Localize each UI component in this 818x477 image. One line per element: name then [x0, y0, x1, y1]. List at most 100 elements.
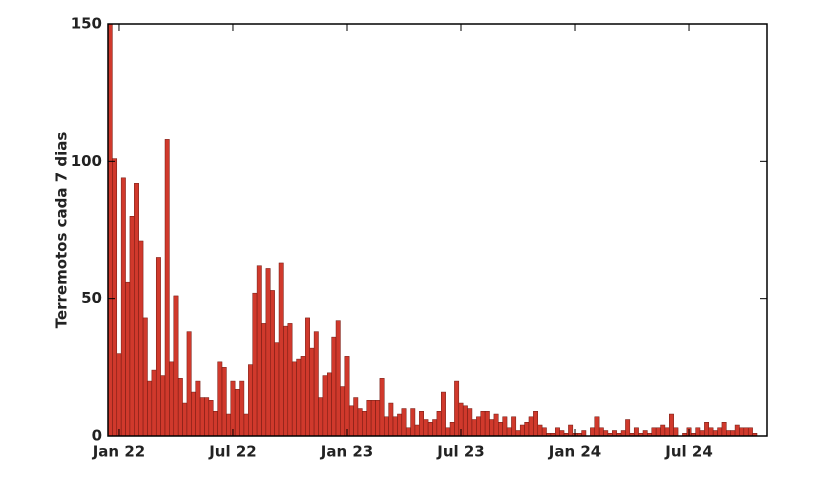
bar [410, 408, 416, 437]
bar [375, 400, 381, 437]
bar [462, 405, 468, 437]
bar [370, 400, 376, 437]
bar [331, 336, 337, 437]
bar [419, 411, 424, 437]
bar [541, 427, 547, 437]
bar [405, 427, 411, 437]
bar [191, 391, 196, 437]
bar [432, 419, 438, 437]
x-tick-label: Jul 22 [208, 443, 257, 461]
bar [261, 323, 267, 437]
bar [467, 408, 473, 437]
bar [699, 430, 705, 437]
bar [234, 389, 240, 437]
bar [322, 375, 328, 437]
bar [441, 391, 446, 437]
y-tick-label: 50 [81, 289, 102, 307]
bar [182, 402, 188, 437]
y-axis-label: Terremotos cada 7 dias [53, 132, 71, 329]
bar [164, 139, 170, 437]
bar [603, 430, 609, 437]
bar [120, 177, 126, 437]
bar [366, 400, 372, 437]
bar [217, 361, 223, 437]
bar [734, 424, 740, 437]
bar [708, 427, 714, 437]
bar [506, 427, 512, 437]
bar [287, 323, 293, 437]
bar [362, 411, 367, 437]
bar [743, 427, 749, 437]
bar [524, 422, 530, 437]
bar [379, 378, 385, 437]
bar [226, 413, 232, 437]
bar [186, 331, 192, 437]
bar [515, 430, 521, 437]
bar [427, 422, 433, 437]
x-tick-label: Jul 23 [436, 443, 485, 461]
bar [612, 430, 617, 437]
bar [147, 380, 153, 437]
bar [726, 430, 731, 437]
bar [278, 262, 284, 437]
bar [519, 424, 525, 437]
bar [480, 411, 486, 437]
bar [581, 430, 587, 437]
bar [493, 413, 499, 437]
bar [528, 416, 534, 437]
bar [454, 380, 460, 437]
bar [195, 380, 201, 437]
bar [537, 424, 543, 437]
bar [484, 411, 490, 437]
bar [283, 325, 289, 437]
x-tick-label: Jan 24 [548, 443, 601, 461]
bar [173, 295, 179, 437]
bar [436, 411, 442, 437]
bar [125, 281, 131, 437]
bar [208, 400, 214, 437]
bar [620, 430, 626, 437]
bar [239, 380, 245, 437]
bar [476, 416, 481, 437]
bar [160, 375, 166, 437]
bar [423, 419, 429, 437]
bar [568, 424, 574, 437]
bar [348, 405, 354, 437]
y-tick-label: 150 [71, 15, 102, 33]
bar [590, 427, 596, 437]
bar [212, 411, 218, 437]
bar [594, 416, 600, 437]
bar [116, 353, 122, 437]
plot-frame [107, 23, 768, 437]
bar [274, 342, 280, 437]
bar [252, 292, 258, 437]
bar [230, 380, 236, 437]
x-tick-label: Jul 24 [664, 443, 713, 461]
y-tick-label: 100 [71, 152, 102, 170]
x-tick-label: Jan 23 [320, 443, 373, 461]
bar [155, 257, 161, 437]
bar [625, 419, 631, 437]
bar [401, 408, 407, 437]
bar [313, 331, 319, 437]
bar [296, 358, 302, 437]
bar [489, 419, 495, 437]
bar [199, 397, 205, 437]
bar [327, 372, 332, 437]
bar [471, 419, 477, 437]
bar [353, 397, 359, 437]
bar [555, 427, 560, 437]
bar [270, 290, 275, 437]
bar [291, 361, 297, 437]
bar [305, 317, 310, 437]
bar [169, 361, 175, 437]
bar [340, 386, 346, 437]
bar [660, 424, 666, 437]
x-tick-label: Jan 22 [92, 443, 145, 461]
bar [747, 427, 753, 437]
bar [265, 268, 271, 437]
bar [112, 158, 118, 437]
bar [730, 430, 736, 437]
